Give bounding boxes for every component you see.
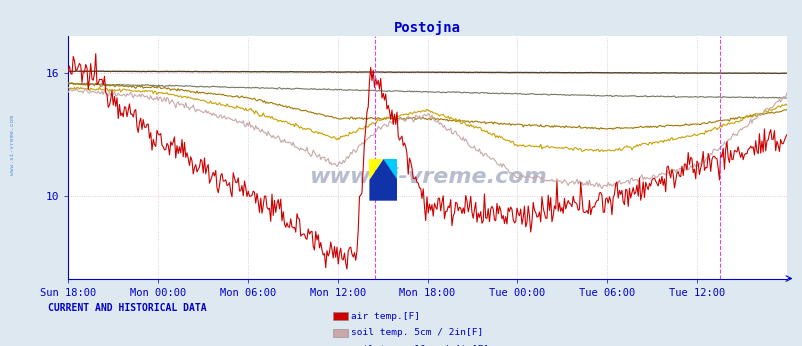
Text: CURRENT AND HISTORICAL DATA: CURRENT AND HISTORICAL DATA	[48, 303, 207, 313]
Polygon shape	[369, 159, 397, 201]
Text: air temp.[F]: air temp.[F]	[350, 312, 419, 321]
Text: soil temp. 5cm / 2in[F]: soil temp. 5cm / 2in[F]	[350, 328, 483, 337]
Title: Postojna: Postojna	[394, 21, 460, 35]
Text: www.si-vreme.com: www.si-vreme.com	[10, 115, 15, 175]
Polygon shape	[369, 159, 383, 180]
Text: soil temp. 10cm / 4in[F]: soil temp. 10cm / 4in[F]	[350, 345, 488, 346]
Text: www.si-vreme.com: www.si-vreme.com	[308, 167, 546, 187]
Polygon shape	[383, 159, 397, 180]
